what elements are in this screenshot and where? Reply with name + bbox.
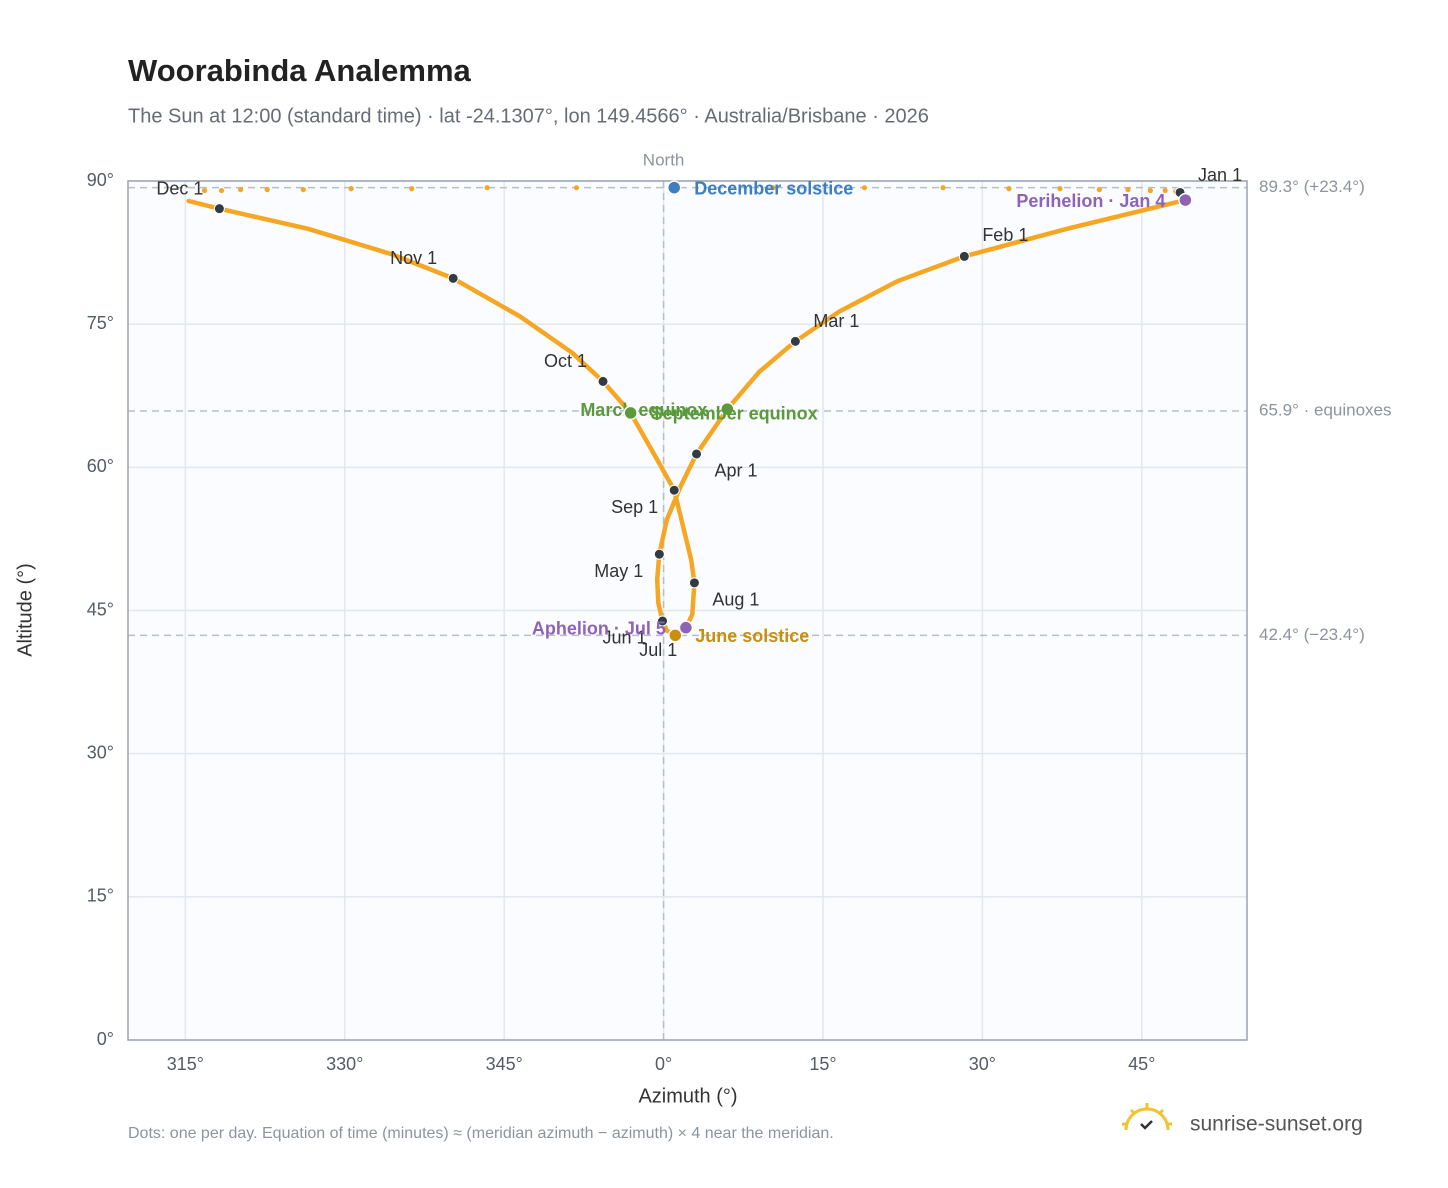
y-tick-label: 75° xyxy=(87,313,114,333)
day-dot xyxy=(1162,187,1168,194)
month-label: Feb 1 xyxy=(982,225,1028,245)
reference-label: 65.9° · equinoxes xyxy=(1259,401,1392,420)
event-marker xyxy=(666,180,682,195)
day-dot xyxy=(1096,186,1102,193)
footnote: Dots: one per day. Equation of time (min… xyxy=(128,1125,834,1142)
chart-subtitle: The Sun at 12:00 (standard time) · lat -… xyxy=(128,105,929,127)
event-marker xyxy=(678,620,694,635)
day-dot xyxy=(201,187,208,194)
month-label: Sep 1 xyxy=(611,497,658,517)
day-dot xyxy=(1006,186,1012,192)
chart-title: Woorabinda Analemma xyxy=(128,53,472,88)
day-dot xyxy=(770,185,776,191)
day-dot xyxy=(300,186,306,193)
event-label: September equinox xyxy=(651,404,818,424)
y-tick-label: 45° xyxy=(87,599,114,619)
month-label: Mar 1 xyxy=(813,311,859,331)
event-label: Perihelion · Jan 4 xyxy=(1016,191,1165,211)
month-marker xyxy=(668,484,680,496)
y-tick-label: 0° xyxy=(97,1029,114,1049)
month-label: Jul 1 xyxy=(639,640,677,660)
event-marker xyxy=(720,401,735,417)
brand: sunrise-sunset.org xyxy=(1190,1113,1363,1136)
x-tick-label: 45° xyxy=(1128,1054,1155,1074)
month-marker xyxy=(958,250,970,262)
x-tick-label: 330° xyxy=(326,1054,363,1074)
month-label: Apr 1 xyxy=(715,461,758,481)
y-tick-label: 15° xyxy=(87,886,114,906)
month-label: Jun 1 xyxy=(602,628,646,648)
month-marker xyxy=(653,548,665,560)
event-marker xyxy=(623,405,638,421)
event-marker xyxy=(668,628,683,643)
month-marker xyxy=(691,448,703,460)
day-dot xyxy=(218,187,225,194)
day-dot xyxy=(573,185,580,191)
x-axis-label: Azimuth (°) xyxy=(638,1085,737,1107)
day-dot xyxy=(861,185,868,191)
event-label: Aphelion · Jul 5 xyxy=(532,618,666,638)
month-label: Jan 1 xyxy=(1198,165,1242,185)
month-marker xyxy=(447,272,459,284)
y-axis-label: Altitude (°) xyxy=(14,563,36,657)
day-dot xyxy=(940,185,946,191)
x-tick-label: 30° xyxy=(969,1054,996,1074)
y-tick-label: 60° xyxy=(87,456,114,476)
month-label: May 1 xyxy=(594,561,643,581)
month-marker xyxy=(688,577,700,589)
month-marker xyxy=(657,615,669,627)
event-label: June solstice xyxy=(695,626,809,646)
month-marker xyxy=(789,335,801,347)
reference-label: 89.3° (+23.4°) xyxy=(1259,177,1365,196)
month-marker xyxy=(213,203,225,215)
day-dot xyxy=(1147,187,1153,194)
x-tick-label: 15° xyxy=(809,1054,836,1074)
day-dot xyxy=(1057,186,1063,192)
day-dot xyxy=(1125,186,1131,193)
day-dot xyxy=(409,186,415,192)
day-dot xyxy=(348,186,354,192)
y-tick-label: 90° xyxy=(87,170,114,190)
y-tick-label: 30° xyxy=(87,742,114,762)
x-tick-label: 315° xyxy=(167,1054,204,1074)
month-label: Nov 1 xyxy=(390,248,437,268)
reference-label: 42.4° (−23.4°) xyxy=(1259,625,1365,644)
x-tick-label: 345° xyxy=(486,1054,523,1074)
plot-border xyxy=(127,180,1248,1041)
day-dot xyxy=(484,185,490,191)
day-dot xyxy=(264,186,270,193)
month-marker xyxy=(597,375,609,387)
day-dot xyxy=(238,186,244,193)
month-label: Oct 1 xyxy=(544,351,587,371)
x-tick-label: 0° xyxy=(655,1054,672,1074)
event-label: December solstice xyxy=(694,178,853,198)
brand-logo xyxy=(1122,1103,1172,1131)
event-marker xyxy=(1178,192,1193,208)
event-label: March equinox xyxy=(580,400,707,420)
month-label: Aug 1 xyxy=(712,590,759,610)
month-label: Dec 1 xyxy=(156,178,203,198)
reference-label: North xyxy=(643,150,685,169)
